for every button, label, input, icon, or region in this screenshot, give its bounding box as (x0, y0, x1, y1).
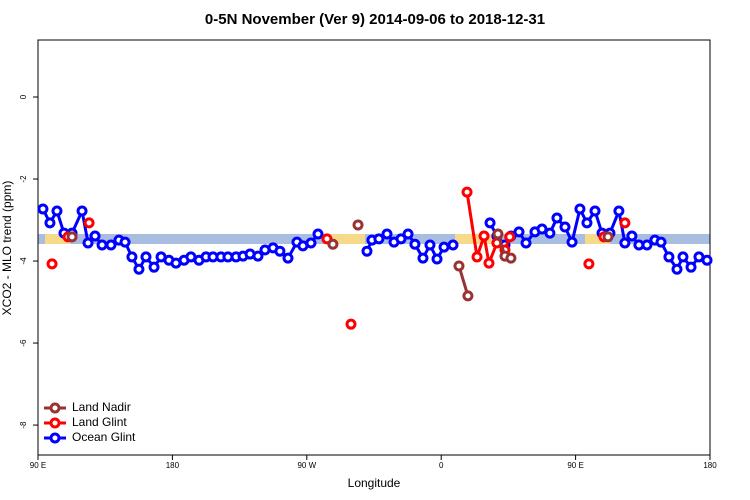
y-tick-label: -2 (19, 175, 28, 183)
point (619, 217, 631, 229)
point (544, 227, 556, 239)
point (96, 239, 108, 251)
point (505, 252, 517, 264)
point (655, 236, 667, 248)
y-tick-label: 0 (19, 94, 28, 99)
legend-label: Land Nadir (72, 400, 131, 414)
point (453, 260, 465, 272)
point (626, 230, 638, 242)
point (424, 239, 436, 251)
point (536, 223, 548, 235)
point (462, 290, 474, 302)
point (282, 252, 294, 264)
point (89, 230, 101, 242)
point (312, 228, 324, 240)
point (701, 254, 713, 266)
point (37, 203, 49, 215)
point (589, 205, 601, 217)
point (513, 226, 525, 238)
point (619, 237, 631, 249)
point (46, 258, 58, 270)
legend-label: Land Glint (72, 415, 127, 429)
point (373, 233, 385, 245)
point (559, 221, 571, 233)
point (352, 219, 364, 231)
point (471, 251, 483, 263)
point (44, 217, 56, 229)
y-tick-label: -8 (19, 421, 28, 429)
legend-label: Ocean Glint (72, 430, 136, 444)
point (82, 237, 94, 249)
x-tick-label: 180 (703, 461, 717, 470)
point (663, 251, 675, 263)
point (574, 203, 586, 215)
band-highlight (330, 234, 365, 244)
point (133, 263, 145, 275)
plot-frame (37, 39, 711, 456)
point (520, 237, 532, 249)
point (76, 205, 88, 217)
point (140, 251, 152, 263)
point (345, 318, 357, 330)
y-tick-label: -6 (19, 339, 28, 347)
point (66, 231, 78, 243)
point (105, 239, 117, 251)
point (83, 217, 95, 229)
chart-title: 0-5N November (Ver 9) 2014-09-06 to 2018… (205, 11, 545, 28)
band-highlight (455, 234, 500, 244)
x-tick-label: 0 (439, 461, 444, 470)
legend-marker (49, 417, 61, 429)
point (677, 251, 689, 263)
point (417, 252, 429, 264)
point (685, 261, 697, 273)
x-tick-label: 90 W (297, 461, 316, 470)
point (126, 251, 138, 263)
point (581, 217, 593, 229)
band-highlight (45, 234, 70, 244)
x-axis-label: Longitude (348, 476, 401, 490)
band-highlight (585, 234, 610, 244)
point (583, 258, 595, 270)
point (252, 250, 264, 262)
point (361, 245, 373, 257)
point (402, 228, 414, 240)
legend-marker (49, 432, 61, 444)
point (484, 217, 496, 229)
point (492, 228, 504, 240)
point (613, 205, 625, 217)
point (327, 238, 339, 250)
point (447, 239, 459, 251)
point (381, 228, 393, 240)
point (551, 212, 563, 224)
point (504, 231, 516, 243)
x-tick-label: 180 (166, 461, 180, 470)
point (274, 245, 286, 257)
point (602, 231, 614, 243)
point (148, 261, 160, 273)
y-axis-label: XCO2 - MLO trend (ppm) (0, 181, 14, 316)
x-tick-label: 90 E (567, 461, 583, 470)
point (566, 236, 578, 248)
point (478, 230, 490, 242)
point (305, 237, 317, 249)
point (119, 236, 131, 248)
point (671, 263, 683, 275)
point (483, 257, 495, 269)
point (461, 186, 473, 198)
y-tick-label: -4 (19, 257, 28, 265)
point (431, 253, 443, 265)
point (395, 233, 407, 245)
point (641, 239, 653, 251)
legend-marker (49, 402, 61, 414)
point (438, 241, 450, 253)
point (409, 238, 421, 250)
x-tick-label: 90 E (30, 461, 46, 470)
point (51, 205, 63, 217)
